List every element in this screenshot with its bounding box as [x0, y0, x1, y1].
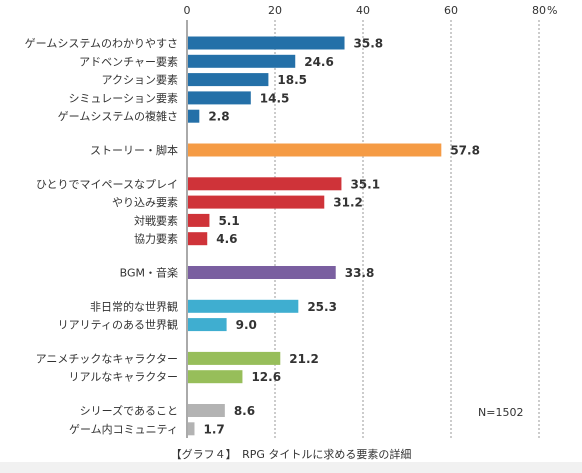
category-label: リアリティのある世界観	[58, 318, 178, 332]
value-label: 21.2	[289, 352, 319, 366]
bar	[188, 143, 442, 157]
x-axis-ticks: 0 20 40 60 80%	[184, 4, 558, 17]
bar	[188, 318, 227, 332]
category-label: アドベンチャー要素	[79, 55, 178, 68]
bar	[188, 109, 200, 123]
value-labels: 35.8 24.6 18.5 14.5 2.8 57.8 35.1 31.2 5.1 4.6 33.…	[203, 37, 479, 437]
category-label: ひとりでマイペースなプレイ	[36, 178, 178, 191]
category-label: リアルなキャラクター	[69, 371, 178, 384]
bar	[188, 36, 345, 50]
bars	[188, 36, 442, 436]
value-label: 57.8	[450, 144, 480, 158]
category-label: やり込み要素	[112, 196, 178, 209]
bar	[188, 54, 296, 68]
value-label: 35.1	[350, 177, 380, 191]
category-label: シミュレーション要素	[68, 92, 178, 105]
x-tick-label: 80	[532, 4, 546, 17]
bar	[188, 299, 299, 313]
value-label: 14.5	[260, 91, 290, 105]
bar	[188, 351, 281, 365]
category-label: ゲーム内コミュニティ	[69, 422, 178, 436]
value-label: 35.8	[354, 37, 384, 51]
category-label: アニメチックなキャラクター	[36, 352, 178, 365]
bar	[188, 266, 336, 279]
category-label: アクション要素	[102, 74, 178, 87]
category-label: ストーリー・脚本	[90, 143, 178, 157]
value-label: 5.1	[218, 214, 239, 228]
bar	[188, 213, 210, 227]
chart-caption: 【グラフ４】 RPG タイトルに求める要素の詳細	[170, 448, 412, 461]
x-tick-label: 20	[268, 4, 282, 17]
value-label: 1.7	[203, 422, 224, 436]
x-tick-label: 40	[356, 4, 370, 17]
category-label: 非日常的な世界観	[90, 299, 178, 313]
value-label: 8.6	[234, 404, 255, 418]
bar	[188, 195, 325, 209]
category-label: ゲームシステムのわかりやすさ	[25, 37, 178, 50]
x-tick-label: 0	[184, 4, 191, 17]
bar	[188, 232, 208, 246]
x-axis-unit: %	[547, 4, 557, 17]
category-label: ゲームシステムの複雑さ	[58, 109, 178, 123]
category-label: 協力要素	[134, 233, 178, 246]
category-labels: ゲームシステムのわかりやすさアドベンチャー要素アクション要素シミュレーション要素…	[25, 37, 178, 436]
sample-size-label: N=1502	[478, 406, 524, 419]
bar	[188, 370, 243, 384]
category-label: BGM・音楽	[120, 266, 178, 280]
bar	[188, 91, 251, 105]
bar	[188, 177, 342, 191]
value-label: 24.6	[304, 55, 334, 69]
value-label: 2.8	[208, 110, 229, 124]
value-label: 31.2	[333, 196, 363, 210]
bar	[188, 404, 225, 417]
value-label: 12.6	[251, 370, 281, 384]
value-label: 25.3	[307, 300, 337, 314]
category-label: シリーズであること	[80, 404, 178, 418]
bar	[188, 422, 195, 436]
value-label: 18.5	[277, 73, 307, 87]
category-label: 対戦要素	[134, 213, 178, 227]
value-label: 4.6	[216, 232, 237, 246]
value-label: 9.0	[236, 318, 257, 332]
value-label: 33.8	[345, 266, 375, 280]
x-tick-label: 60	[444, 4, 458, 17]
bar	[188, 73, 269, 87]
bottom-band	[0, 462, 582, 473]
grid-lines	[186, 20, 540, 438]
